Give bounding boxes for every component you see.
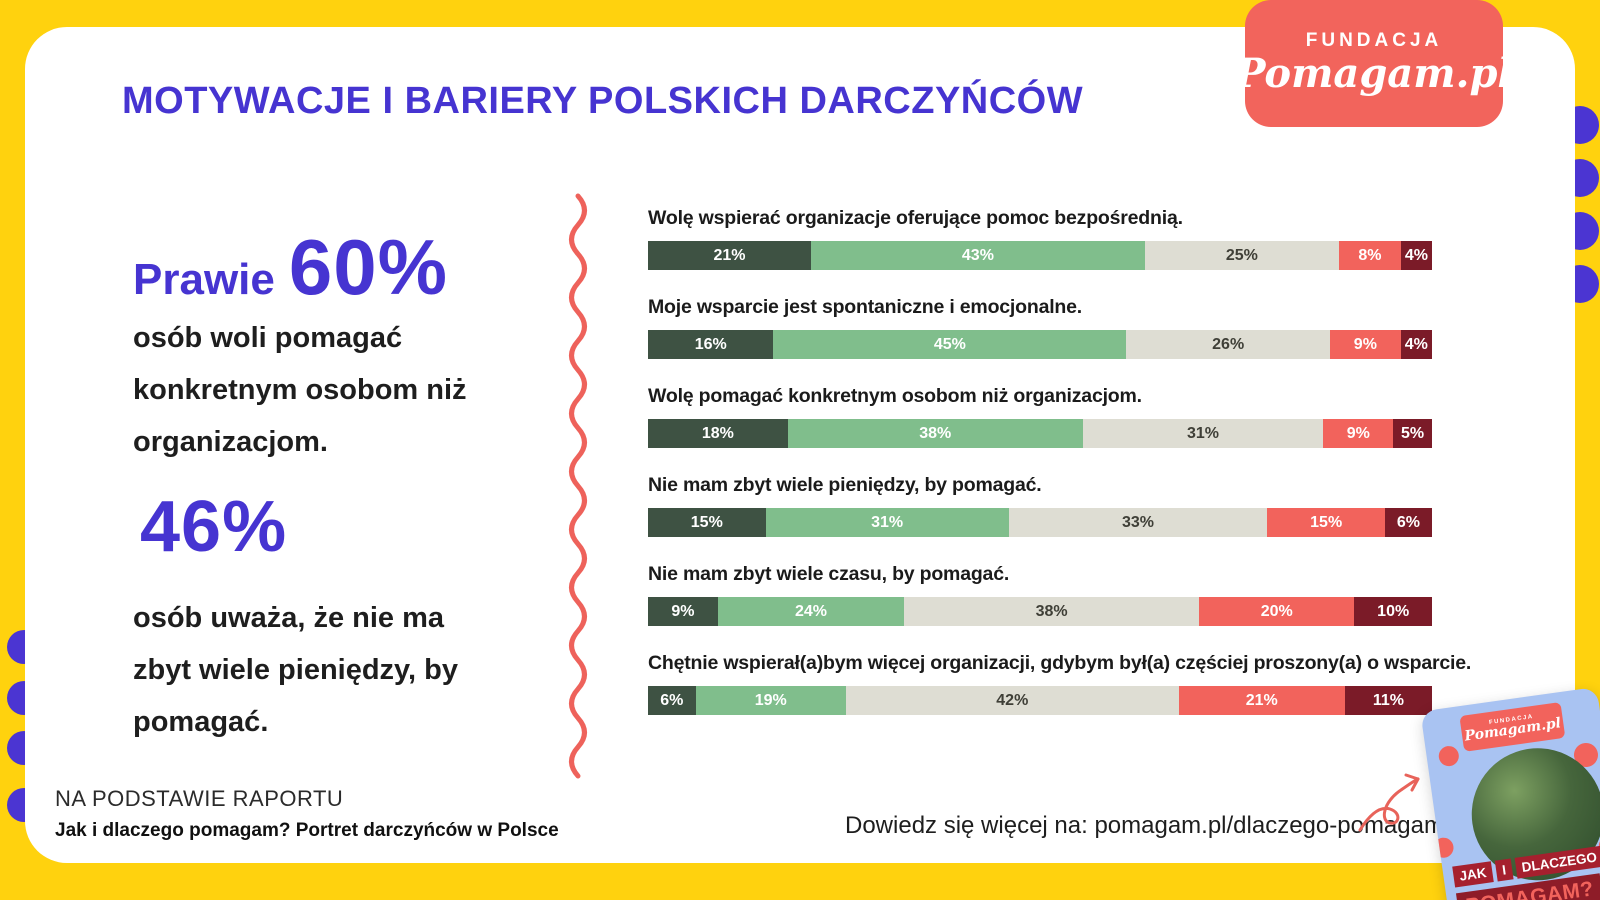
stacked-bar: 18% 38% 31% 9% 5% [648, 419, 1432, 448]
coral-dot [1437, 744, 1461, 768]
footer-link[interactable]: Dowiedz się więcej na: pomagam.pl/dlacze… [845, 812, 1444, 839]
bar-segment-coral: 15% [1267, 508, 1385, 537]
bar-question: Nie mam zbyt wiele czasu, by pomagać. [648, 563, 1010, 585]
bar-segment-coral: 21% [1178, 686, 1345, 715]
highlight-prefix: Prawie [133, 255, 275, 304]
chart-row: Nie mam zbyt wiele czasu, by pomagać. 9% 2… [648, 563, 1432, 626]
fundacja-pomagam-logo: FUNDACJA Pomagam.pl [1235, 0, 1513, 127]
bar-segment-dark-green: 18% [648, 419, 788, 448]
stacked-bar: 16% 45% 26% 9% 4% [648, 330, 1432, 359]
bar-segment-neutral-grey: 25% [1144, 241, 1339, 270]
logo-fundacja-text: FUNDACJA [1305, 30, 1443, 51]
bar-segment-light-green: 31% [765, 508, 1009, 537]
bar-segment-neutral-grey: 33% [1008, 508, 1268, 537]
bar-segment-neutral-grey: 26% [1126, 330, 1331, 359]
highlight-46-percent: 46% [140, 487, 288, 567]
report-cover-thumbnail: FUNDACJA Pomagam.pl JAK I DLACZEGO POMAG… [1420, 686, 1600, 900]
stacked-bar: 15% 31% 33% 15% 6% [648, 508, 1432, 537]
bar-segment-dark-red: 5% [1393, 419, 1432, 448]
bar-segment-dark-red: 11% [1344, 686, 1432, 715]
bar-segment-dark-green: 21% [648, 241, 812, 270]
cover-word-i: I [1494, 858, 1514, 882]
chart-row: Chętnie wspierał(a)bym więcej organizacj… [648, 652, 1472, 715]
bar-segment-dark-red: 6% [1384, 508, 1432, 537]
chart-row: Wolę wspierać organizacje oferujące pomo… [648, 207, 1432, 270]
bar-segment-light-green: 38% [787, 419, 1083, 448]
bar-segment-coral: 8% [1338, 241, 1401, 270]
highlight-60-percent: Prawie 60% [133, 222, 448, 313]
bar-segment-light-green: 24% [717, 597, 905, 626]
chart: Wolę wspierać organizacje oferujące pomo… [648, 207, 1472, 741]
bar-segment-neutral-grey: 42% [845, 686, 1179, 715]
bar-segment-light-green: 43% [811, 241, 1145, 270]
bar-segment-coral: 20% [1199, 597, 1355, 626]
bar-segment-coral: 9% [1330, 330, 1401, 359]
bar-segment-coral: 9% [1323, 419, 1394, 448]
bar-segment-dark-green: 15% [648, 508, 766, 537]
bar-segment-neutral-grey: 38% [904, 597, 1200, 626]
source-report-title: Jak i dlaczego pomagam? Portret darczyńc… [55, 820, 559, 841]
bar-segment-neutral-grey: 31% [1082, 419, 1324, 448]
page-title: MOTYWACJE I BARIERY POLSKICH DARCZYŃCÓW [122, 80, 1084, 122]
stacked-bar: 9% 24% 38% 20% 10% [648, 597, 1432, 626]
stacked-bar: 6% 19% 42% 21% 11% [648, 686, 1432, 715]
bar-segment-light-green: 45% [773, 330, 1127, 359]
bar-segment-dark-green: 9% [648, 597, 718, 626]
bar-segment-dark-red: 4% [1400, 241, 1432, 270]
bar-question: Nie mam zbyt wiele pieniędzy, by pomagać… [648, 474, 1042, 496]
bar-question: Wolę pomagać konkretnym osobom niż organ… [648, 385, 1142, 407]
stacked-bar: 21% 43% 25% 8% 4% [648, 241, 1432, 270]
cover-word-jak: JAK [1452, 861, 1494, 888]
bar-segment-light-green: 19% [695, 686, 846, 715]
source-eyebrow: NA PODSTAWIE RAPORTU [55, 786, 344, 811]
bar-segment-dark-red: 4% [1400, 330, 1432, 359]
highlight-value: 60% [288, 223, 448, 311]
highlight-60-description: osób woli pomagać konkretnym osobom niż … [133, 322, 467, 458]
bar-segment-dark-green: 6% [648, 686, 696, 715]
bar-question: Chętnie wspierał(a)bym więcej organizacj… [648, 652, 1472, 674]
bar-question: Moje wsparcie jest spontaniczne i emocjo… [648, 296, 1083, 318]
arrow-doodle-icon [1358, 773, 1420, 832]
chart-row: Nie mam zbyt wiele pieniędzy, by pomagać… [648, 474, 1432, 537]
bar-question: Wolę wspierać organizacje oferujące pomo… [648, 207, 1183, 229]
chart-row: Moje wsparcie jest spontaniczne i emocjo… [648, 296, 1432, 359]
bar-segment-dark-red: 10% [1354, 597, 1432, 626]
chart-row: Wolę pomagać konkretnym osobom niż organ… [648, 385, 1432, 448]
bar-segment-dark-green: 16% [648, 330, 774, 359]
highlight-46-description: osób uważa, że nie ma zbyt wiele pienięd… [133, 602, 458, 738]
logo-pomagam-text: Pomagam.pl [1235, 50, 1513, 97]
cover-logo: FUNDACJA Pomagam.pl [1459, 702, 1566, 752]
source-note: NA PODSTAWIE RAPORTU Jak i dlaczego poma… [55, 786, 559, 842]
wavy-divider [569, 193, 587, 779]
